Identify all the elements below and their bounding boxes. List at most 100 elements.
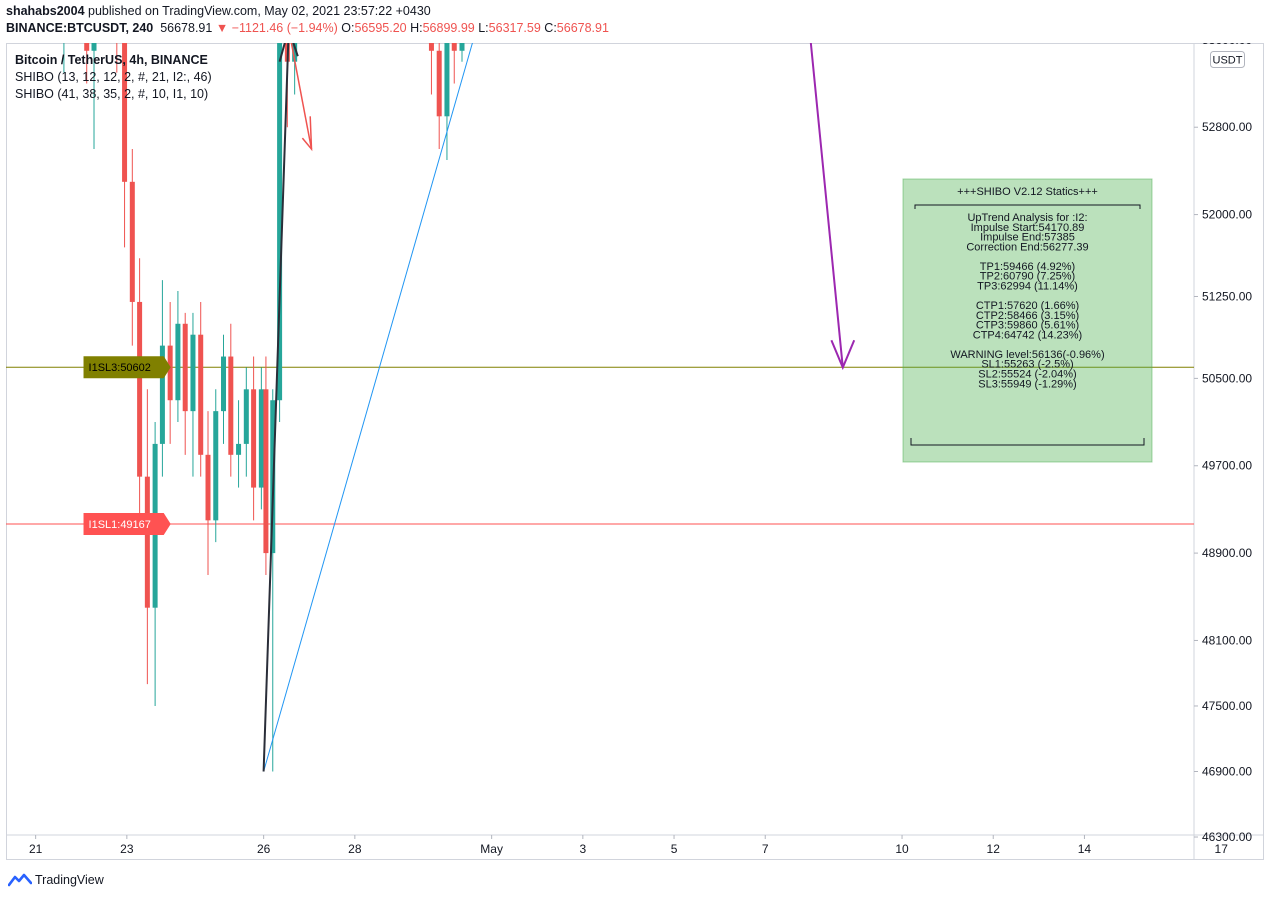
price-tick-label: 48900.00 (1202, 546, 1252, 560)
price-tick-label: 52800.00 (1202, 120, 1252, 134)
stats-box-line: TP1:59466 (4.92%) (980, 261, 1075, 273)
candle-body (236, 443, 242, 455)
candle-body (144, 476, 150, 608)
indicator-legend-1[interactable]: SHIBO (13, 12, 12, 2, #, 21, I2:, 46) (15, 70, 212, 84)
price-tick-label: 47500.00 (1202, 699, 1252, 713)
stats-box-line: Impulse Start:54170.89 (971, 222, 1085, 234)
publisher-name: shahabs2004 (6, 4, 85, 18)
indicator-legend-2[interactable]: SHIBO (41, 38, 35, 2, #, 10, I1, 10) (15, 87, 209, 101)
time-tick-label: 12 (987, 842, 1001, 856)
time-tick-label: 23 (120, 842, 134, 856)
high-value: 56899.99 (422, 21, 475, 35)
price-tick-label: 53600.00 (1202, 43, 1252, 47)
stats-box-line: CTP3:59860 (5.61%) (976, 320, 1079, 332)
candle-body (428, 43, 434, 51)
candle-body (182, 323, 188, 412)
currency-badge (1210, 51, 1245, 68)
stats-box-line: UpTrend Analysis for :I2: (967, 212, 1087, 224)
candle-body (84, 43, 90, 51)
level-tag: I1SL1:49167 (83, 512, 171, 535)
stats-box-line: SL1:55263 (-2.5%) (981, 359, 1073, 371)
down-arrow-icon: ▼ (215, 21, 229, 35)
time-axis: 21 23 26 28 May 3 5 7 10 12 14 17 (29, 835, 1228, 856)
open-value: 56595.20 (354, 21, 407, 35)
tradingview-footer[interactable]: TradingView (8, 872, 104, 888)
close-value: 56678.91 (556, 21, 609, 35)
candle-body (205, 454, 211, 521)
price-tick-label: 51250.00 (1202, 289, 1252, 303)
stats-box-line: WARNING level:56136(-0.96%) (950, 349, 1104, 361)
stats-box-line: Correction End:56277.39 (966, 241, 1088, 253)
time-tick-label: 28 (348, 842, 362, 856)
open-label: O: (341, 21, 355, 35)
candle-body (213, 411, 219, 521)
candle-body (221, 356, 227, 412)
candle-body (159, 345, 165, 444)
stats-box-line: SL3:55949 (-1.29%) (978, 378, 1076, 390)
chart-frame[interactable]: 62000.0061000.0060000.0059000.0058000.00… (6, 43, 1264, 860)
price-axis: 62000.0061000.0060000.0059000.0058000.00… (1194, 43, 1252, 844)
stats-box-line: TP2:60790 (7.25%) (980, 271, 1075, 283)
price-tick-label: 49700.00 (1202, 459, 1252, 473)
blue-trendline (263, 43, 473, 772)
time-tick-label: 5 (671, 842, 678, 856)
level-tag-shape (83, 512, 171, 535)
time-tick-label: 7 (762, 842, 769, 856)
candles (63, 43, 465, 772)
time-tick-label: 3 (579, 842, 586, 856)
stats-box-top-bracket (914, 204, 1141, 209)
time-tick-label: 21 (29, 842, 43, 856)
red-arrow-line (290, 43, 313, 150)
forecast-path (809, 43, 844, 368)
stats-box-line: TP3:62994 (11.14%) (977, 280, 1078, 292)
forecast-arrowhead (830, 339, 856, 371)
close-label: C: (544, 21, 557, 35)
stats-box-line: CTP1:57620 (1.66%) (976, 300, 1079, 312)
last-price: 56678.91 (160, 21, 213, 35)
candle-body (137, 301, 143, 477)
price-tick-label: 48100.00 (1202, 633, 1252, 647)
time-tick-label: 10 (895, 842, 909, 856)
candle-body (277, 43, 283, 401)
candle-body (258, 389, 264, 488)
stats-box-title: +++SHIBO V2.12 Statics+++ (957, 186, 1098, 198)
stats-box: +++SHIBO V2.12 Statics+++ UpTrend Analysi… (902, 178, 1153, 463)
stats-box-bg (902, 178, 1153, 463)
level-tag-label: I1SL1:49167 (89, 519, 151, 531)
candle-body (228, 356, 234, 455)
chart-svg[interactable]: 62000.0061000.0060000.0059000.0058000.00… (6, 43, 1264, 860)
candle-body (190, 334, 196, 412)
candle-body (444, 43, 450, 117)
low-value: 56317.59 (488, 21, 541, 35)
candle-body (129, 181, 135, 302)
quote-line: BINANCE:BTCUSDT, 240 56678.91 ▼ −1121.46… (6, 21, 609, 35)
chart-legend-title: Bitcoin / TetherUS, 4h, BINANCE (15, 53, 208, 67)
high-label: H: (410, 21, 423, 35)
candle-body (243, 389, 249, 444)
currency-label: USDT (1213, 55, 1243, 67)
price-tick-label: 50500.00 (1202, 371, 1252, 385)
dark-wave-line (262, 43, 290, 772)
published-text: published on TradingView.com, May 02, 20… (84, 4, 431, 18)
publish-info: shahabs2004 published on TradingView.com… (6, 4, 431, 18)
chart-border (6, 43, 1264, 860)
level-tag: I1SL3:50602 (83, 356, 171, 379)
stats-box-bottom-bracket (910, 438, 1145, 446)
price-tick-label: 46900.00 (1202, 765, 1252, 779)
price-tick-label: 46300.00 (1202, 830, 1252, 844)
candle-body (292, 43, 298, 62)
candle-body (122, 43, 128, 182)
candle-body (459, 43, 465, 51)
dark-wave-arrowhead (278, 43, 299, 62)
time-tick-label: May (480, 842, 503, 856)
tradingview-logo-icon (8, 873, 32, 887)
time-tick-label: 17 (1215, 842, 1229, 856)
candle-body (451, 43, 457, 51)
red-arrowhead (301, 116, 313, 152)
level-tag-label: I1SL3:50602 (89, 362, 151, 374)
time-tick-label: 26 (257, 842, 271, 856)
stats-box-line: CTP2:58466 (3.15%) (976, 310, 1079, 322)
symbol-label: BINANCE:BTCUSDT, 240 (6, 21, 154, 35)
stats-box-line: Impulse End:57385 (980, 232, 1075, 244)
low-label: L: (478, 21, 489, 35)
